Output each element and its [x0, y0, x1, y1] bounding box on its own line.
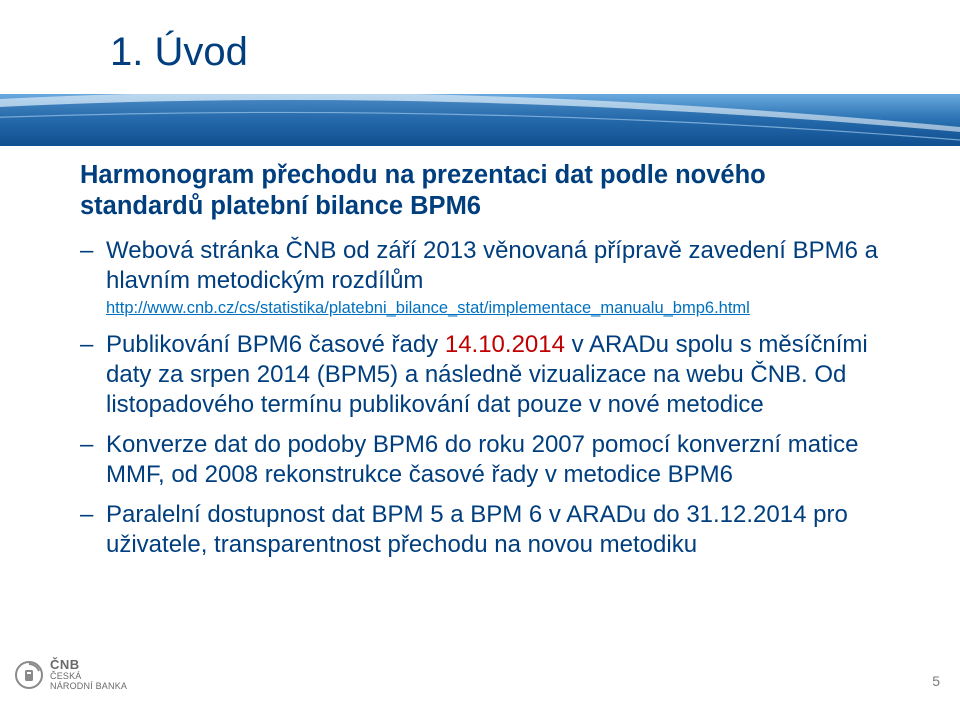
footer-logo-text: ČNB ČESKÁ NÁRODNÍ BANKA	[50, 658, 127, 691]
bullet-item: Paralelní dostupnost dat BPM 5 a BPM 6 v…	[80, 500, 890, 560]
bullet-list: Webová stránka ČNB od září 2013 věnovaná…	[80, 236, 890, 559]
bullet-text: Paralelní dostupnost dat BPM 5 a BPM 6 v…	[106, 501, 848, 558]
logo-line1: ČNB	[50, 658, 127, 672]
source-link[interactable]: http://www.cnb.cz/cs/statistika/platebni…	[106, 298, 890, 319]
bullet-text: Webová stránka ČNB od září 2013 věnovaná…	[106, 237, 878, 294]
bullet-text: Konverze dat do podoby BPM6 do roku 2007…	[106, 431, 858, 488]
content: Harmonogram přechodu na prezentaci dat p…	[80, 160, 890, 570]
cnb-logo-icon	[14, 660, 44, 690]
page-number: 5	[932, 673, 940, 689]
header-band	[0, 94, 960, 146]
slide-title: 1. Úvod	[110, 30, 248, 75]
lead-heading: Harmonogram přechodu na prezentaci dat p…	[80, 160, 890, 222]
logo-line2: ČESKÁ NÁRODNÍ BANKA	[50, 672, 127, 691]
bullet-item: Webová stránka ČNB od září 2013 věnovaná…	[80, 236, 890, 319]
bullet-text: Publikování BPM6 časové řady	[106, 331, 445, 358]
highlight-date: 14.10.2014	[445, 331, 565, 358]
bullet-item: Publikování BPM6 časové řady 14.10.2014 …	[80, 330, 890, 420]
bullet-item: Konverze dat do podoby BPM6 do roku 2007…	[80, 430, 890, 490]
slide: 1. Úvod Harmonogram přechodu na prezenta…	[0, 0, 960, 701]
footer-logo: ČNB ČESKÁ NÁRODNÍ BANKA	[14, 658, 127, 691]
